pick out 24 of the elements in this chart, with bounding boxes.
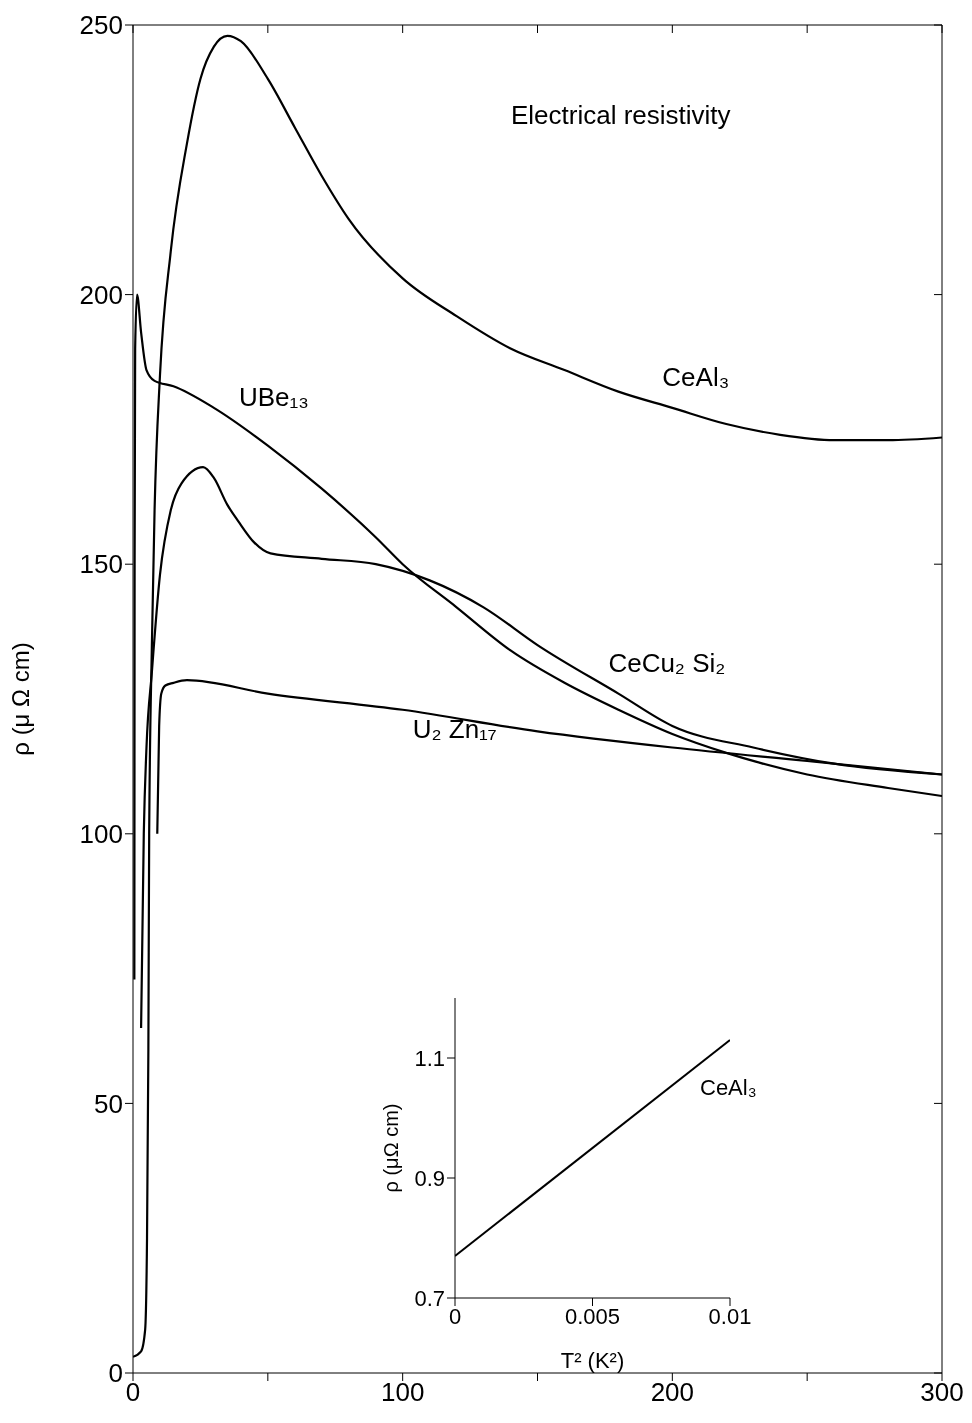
x-tick-label: 0.01 [708, 1303, 752, 1329]
series-label: CeAl₃ [700, 1075, 757, 1100]
y-tick-label: 100 [79, 819, 123, 850]
y-tick-label: 200 [79, 279, 123, 310]
series-label: UBe₁₃ [238, 381, 309, 412]
y-tick-label: 250 [79, 10, 123, 41]
x-tick-label: 100 [380, 1377, 425, 1408]
annotation: Electrical resistivity [511, 100, 731, 131]
y-tick-label: 1.1 [414, 1045, 445, 1071]
y-tick-label: 0.9 [414, 1165, 445, 1191]
series-label: CeCu₂ Si₂ [608, 647, 726, 678]
series-label: U₂ Zn₁₇ [412, 713, 497, 744]
y-tick-label: 0.7 [414, 1285, 445, 1311]
x-axis-title: T² (K²) [560, 1348, 625, 1373]
x-tick-label: 0 [448, 1303, 462, 1329]
x-tick-label: 0.005 [564, 1303, 621, 1329]
x-tick-label: 300 [920, 1377, 964, 1408]
y-axis-title: ρ (μΩ cm) [379, 1103, 402, 1193]
y-tick-label: 50 [94, 1088, 123, 1119]
y-axis-title: ρ (μ Ω cm) [6, 642, 34, 756]
y-tick-label: 150 [79, 549, 123, 580]
y-tick-label: 0 [108, 1358, 123, 1389]
series-label: CeAl₃ [662, 361, 730, 392]
x-tick-label: 200 [650, 1377, 695, 1408]
